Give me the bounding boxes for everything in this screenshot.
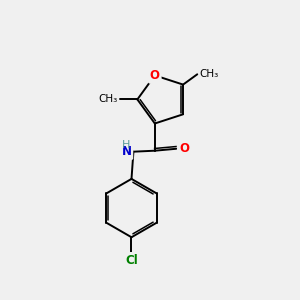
- Text: O: O: [179, 142, 189, 155]
- Text: Cl: Cl: [125, 254, 138, 267]
- Text: O: O: [150, 69, 160, 82]
- Text: CH₃: CH₃: [199, 69, 218, 79]
- Text: H: H: [122, 140, 130, 150]
- Text: N: N: [122, 145, 131, 158]
- Text: CH₃: CH₃: [99, 94, 118, 104]
